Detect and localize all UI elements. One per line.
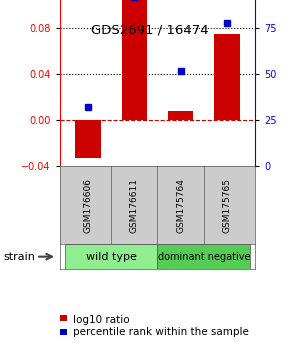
Text: GSM176606: GSM176606 [83,178,92,233]
Text: dominant negative: dominant negative [158,252,250,262]
Bar [168,111,194,120]
Text: strain: strain [3,252,35,262]
Bar [64,244,158,269]
Text: GSM175765: GSM175765 [223,178,232,233]
Text: log10 ratio: log10 ratio [73,315,129,325]
Text: percentile rank within the sample: percentile rank within the sample [73,327,248,337]
Text: GSM176611: GSM176611 [130,178,139,233]
Text: GDS2691 / 16474: GDS2691 / 16474 [91,23,209,36]
Bar [75,120,100,158]
Text: GSM175764: GSM175764 [176,178,185,233]
Bar [122,0,147,120]
Text: wild type: wild type [85,252,136,262]
Bar [214,34,240,120]
Bar [158,244,250,269]
